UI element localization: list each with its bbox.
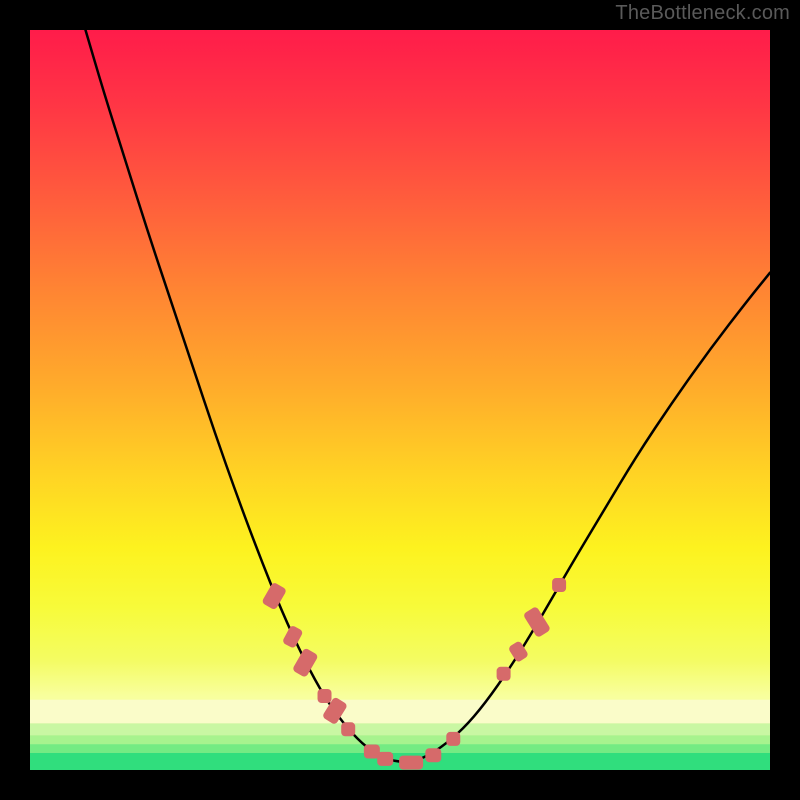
chart-band-1 (30, 723, 770, 735)
chart-band-0 (30, 700, 770, 724)
chart-marker-8 (399, 756, 423, 770)
chart-band-2 (30, 735, 770, 744)
chart-marker-11 (497, 667, 511, 681)
chart-marker-10 (446, 732, 460, 746)
chart-marker-9 (425, 748, 441, 762)
chart-background-gradient (30, 30, 770, 770)
chart-marker-14 (552, 578, 566, 592)
chart-marker-5 (341, 722, 355, 736)
watermark-label: TheBottleneck.com (615, 2, 790, 25)
chart-svg (30, 30, 770, 770)
chart-band-3 (30, 744, 770, 753)
chart-marker-3 (318, 689, 332, 703)
chart-marker-7 (377, 752, 393, 766)
chart-plot-area (30, 30, 770, 770)
